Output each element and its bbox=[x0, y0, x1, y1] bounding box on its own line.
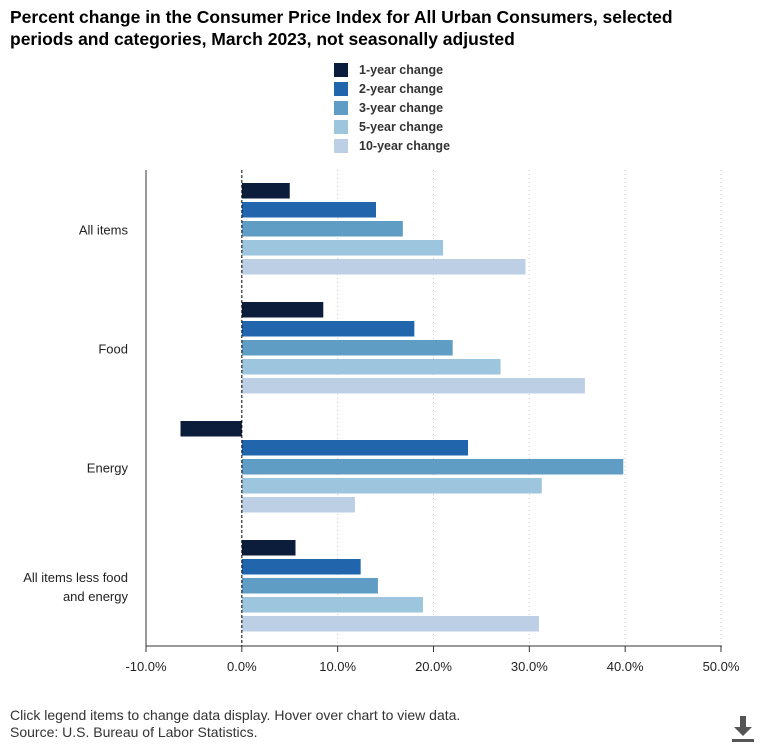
bar-2-year-change-All-items[interactable] bbox=[241, 202, 376, 218]
category-label: All items bbox=[79, 223, 129, 238]
legend-label: 5-year change bbox=[359, 119, 444, 134]
legend-item-1-year-change[interactable]: 1-year change bbox=[334, 60, 450, 79]
bar-3-year-change-All-items[interactable] bbox=[241, 221, 403, 237]
bar-1-year-change-Food[interactable] bbox=[241, 302, 324, 318]
bar-10-year-change-Food[interactable] bbox=[241, 378, 585, 394]
legend-label: 2-year change bbox=[359, 81, 444, 96]
x-tick-label: 20.0% bbox=[415, 659, 452, 674]
bar-10-year-change-Energy[interactable] bbox=[241, 497, 355, 513]
legend-swatch bbox=[334, 119, 348, 134]
bar-5-year-change-All-items[interactable] bbox=[241, 240, 444, 256]
bar-1-year-change-All-items-less-food-and-energy[interactable] bbox=[241, 540, 296, 556]
footer: Click legend items to change data displa… bbox=[10, 707, 460, 741]
bar-3-year-change-All-items-less-food-and-energy[interactable] bbox=[241, 578, 378, 594]
bar-2-year-change-Food[interactable] bbox=[241, 321, 415, 337]
legend-swatch bbox=[334, 62, 348, 77]
bar-10-year-change-All-items-less-food-and-energy[interactable] bbox=[241, 616, 539, 632]
bar-3-year-change-Energy[interactable] bbox=[241, 459, 624, 475]
bar-1-year-change-Energy[interactable] bbox=[180, 421, 242, 437]
x-tick-label: 40.0% bbox=[607, 659, 644, 674]
category-label: Food bbox=[98, 342, 128, 357]
legend-item-2-year-change[interactable]: 2-year change bbox=[334, 79, 450, 98]
source-note: Source: U.S. Bureau of Labor Statistics. bbox=[10, 724, 258, 740]
bar-5-year-change-Food[interactable] bbox=[241, 359, 501, 375]
legend-label: 10-year change bbox=[359, 138, 451, 153]
legend-item-3-year-change[interactable]: 3-year change bbox=[334, 98, 450, 117]
bar-2-year-change-Energy[interactable] bbox=[241, 440, 468, 456]
bar-2-year-change-All-items-less-food-and-energy[interactable] bbox=[241, 559, 361, 575]
bar-3-year-change-Food[interactable] bbox=[241, 340, 453, 356]
legend-swatch bbox=[334, 81, 348, 96]
chart-title-line-1: Percent change in the Consumer Price Ind… bbox=[10, 7, 673, 27]
bar-5-year-change-Energy[interactable] bbox=[241, 478, 542, 494]
legend-swatch bbox=[334, 100, 348, 115]
footer-note: Click legend items to change data displa… bbox=[10, 707, 461, 723]
bar-1-year-change-All-items[interactable] bbox=[241, 183, 290, 199]
chart-title-line-2: periods and categories, March 2023, not … bbox=[10, 29, 515, 49]
category-label: Energy bbox=[87, 461, 129, 476]
bar-chart[interactable]: All items Food Energy All items less food an… bbox=[0, 0, 770, 700]
x-tick-label: 0.0% bbox=[227, 659, 257, 674]
legend-label: 3-year change bbox=[359, 100, 444, 115]
legend-item-10-year-change[interactable]: 10-year change bbox=[334, 136, 450, 155]
legend-swatch bbox=[334, 138, 348, 153]
download-icon[interactable] bbox=[730, 714, 756, 744]
x-tick-label: 30.0% bbox=[511, 659, 548, 674]
bar-10-year-change-All-items[interactable] bbox=[241, 259, 526, 275]
x-tick-label: 10.0% bbox=[319, 659, 356, 674]
x-tick-label: -10.0% bbox=[125, 659, 167, 674]
legend: 1-year change 2-year change 3-year change 5… bbox=[334, 60, 450, 155]
x-tick-label: 50.0% bbox=[703, 659, 740, 674]
chart-title: Percent change in the Consumer Price Ind… bbox=[10, 6, 760, 50]
category-label: All items less food and energy bbox=[23, 570, 128, 604]
legend-label: 1-year change bbox=[359, 62, 444, 77]
bar-5-year-change-All-items-less-food-and-energy[interactable] bbox=[241, 597, 423, 613]
legend-item-5-year-change[interactable]: 5-year change bbox=[334, 117, 450, 136]
